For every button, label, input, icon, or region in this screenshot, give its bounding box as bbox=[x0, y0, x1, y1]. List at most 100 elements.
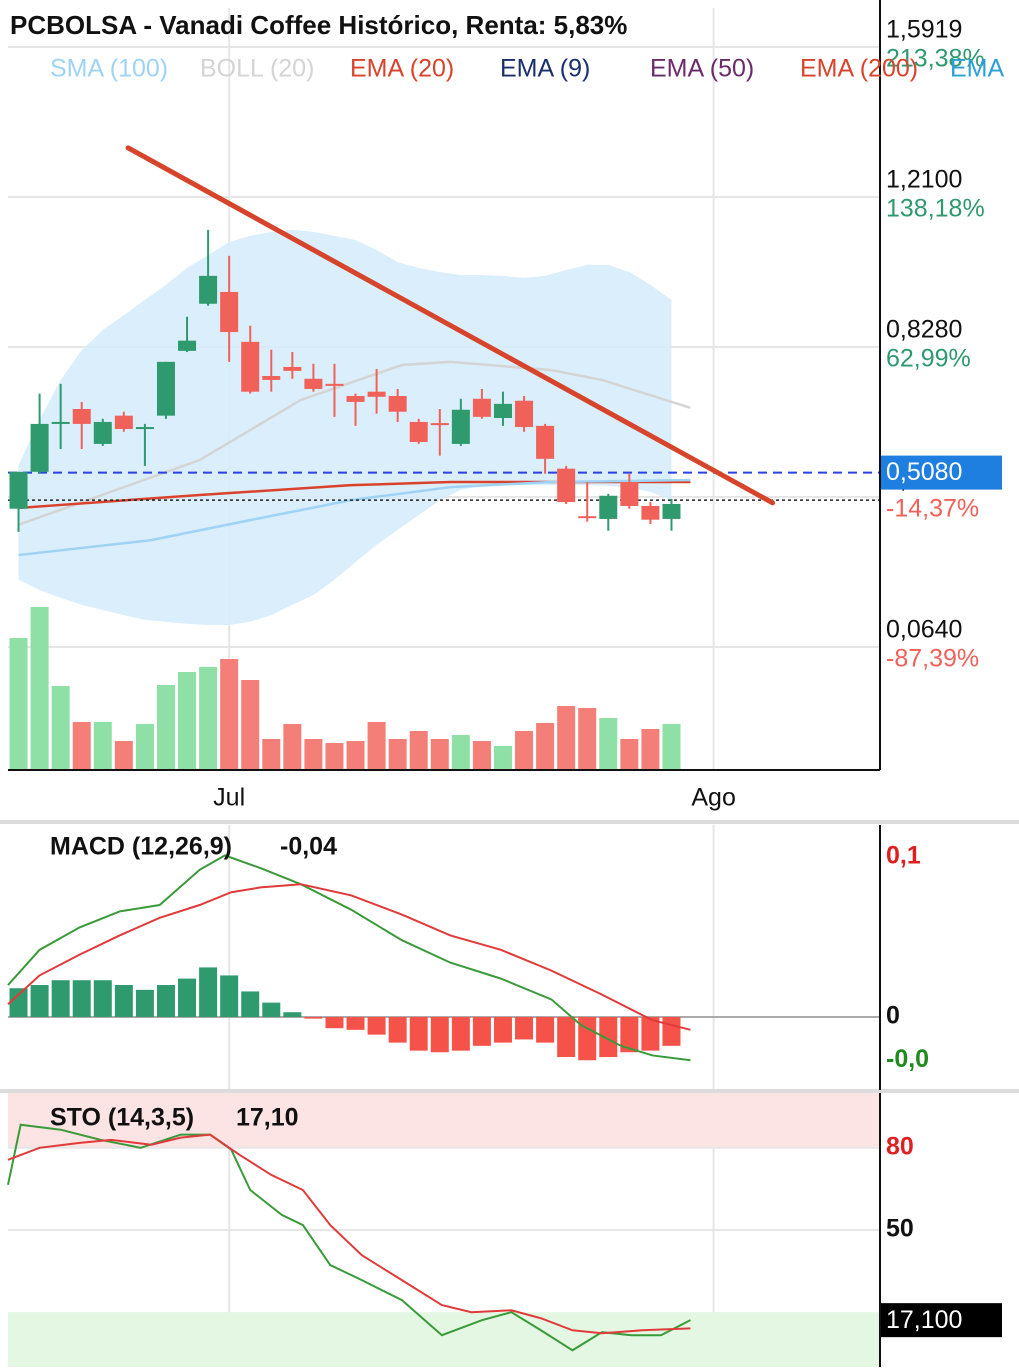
volume-bar bbox=[515, 731, 534, 770]
histogram-bar bbox=[346, 1017, 365, 1030]
histogram-bar bbox=[51, 980, 70, 1018]
volume-bar bbox=[451, 735, 470, 770]
candle-body bbox=[156, 361, 175, 416]
indicator-line bbox=[7, 1133, 691, 1335]
percent-label: -87,39% bbox=[886, 645, 979, 673]
candle-body bbox=[220, 291, 239, 333]
candle-body bbox=[620, 482, 639, 506]
y-tick-label: 1,2100 bbox=[886, 166, 962, 194]
volume-bar bbox=[262, 739, 281, 770]
candle-body bbox=[135, 427, 154, 430]
volume-bar bbox=[199, 667, 218, 770]
candle-body bbox=[430, 423, 449, 426]
current-price-box bbox=[880, 455, 1002, 490]
x-tick-label: Ago bbox=[691, 784, 735, 812]
candle-body bbox=[388, 396, 407, 412]
histogram-bar bbox=[9, 988, 28, 1018]
volume-bar bbox=[557, 706, 576, 770]
candle-body bbox=[30, 423, 49, 472]
overbought-zone bbox=[8, 1093, 880, 1148]
panel-separator bbox=[0, 790, 1019, 822]
candle-body bbox=[557, 468, 576, 503]
volume-bar bbox=[9, 638, 28, 770]
volume-bar bbox=[304, 739, 323, 770]
histogram-bar bbox=[536, 1017, 555, 1043]
volume-bar bbox=[493, 746, 512, 770]
histogram-bar bbox=[241, 991, 260, 1018]
panel-title: MACD (12,26,9) bbox=[50, 833, 232, 861]
volume-bar bbox=[93, 722, 112, 770]
volume-bar bbox=[135, 724, 154, 770]
candle-body bbox=[178, 340, 197, 351]
x-tick-label: Jul bbox=[213, 784, 245, 812]
histogram-bar bbox=[367, 1017, 386, 1035]
panel-separator bbox=[0, 1089, 1019, 1093]
histogram-bar bbox=[409, 1017, 428, 1051]
legend-entry: EMA (50) bbox=[650, 55, 754, 83]
volume-bar bbox=[472, 741, 491, 770]
candle-body bbox=[283, 366, 302, 371]
trend-line bbox=[125, 145, 776, 506]
volume-bar bbox=[325, 743, 344, 770]
histogram-bar bbox=[262, 1002, 281, 1018]
histogram-bar bbox=[662, 1017, 681, 1046]
indicator-line bbox=[7, 854, 691, 1062]
histogram-bar bbox=[304, 1017, 323, 1019]
histogram-bar bbox=[325, 1017, 344, 1029]
percent-label: 138,18% bbox=[886, 195, 985, 223]
candle-body bbox=[304, 378, 323, 389]
histogram-bar bbox=[578, 1017, 597, 1061]
candle-body bbox=[367, 391, 386, 397]
candle-body bbox=[472, 398, 491, 417]
histogram-bar bbox=[620, 1017, 639, 1053]
volume-bar bbox=[241, 680, 260, 770]
histogram-bar bbox=[283, 1012, 302, 1018]
percent-label: -14,37% bbox=[886, 495, 979, 523]
histogram-bar bbox=[451, 1017, 470, 1051]
legend-entry: EMA (9) bbox=[500, 55, 590, 83]
candle-body bbox=[114, 415, 133, 430]
candle-body bbox=[51, 421, 70, 424]
last-value-label: -0,0 bbox=[886, 1045, 929, 1073]
candle-body bbox=[451, 409, 470, 444]
volume-bar bbox=[114, 741, 133, 770]
legend-entry: EMA bbox=[950, 55, 1005, 83]
percent-label: 213,38% bbox=[886, 45, 985, 73]
volume-bar bbox=[51, 686, 70, 770]
candle-body bbox=[599, 495, 618, 519]
volume-bar bbox=[178, 672, 197, 770]
indicator-line bbox=[7, 1123, 691, 1352]
candle-body bbox=[262, 376, 281, 380]
candle-body bbox=[325, 383, 344, 386]
volume-bar bbox=[662, 724, 681, 770]
y-tick-label: 0,1 bbox=[886, 842, 921, 870]
volume-bar bbox=[641, 729, 660, 770]
bollinger-band bbox=[18, 229, 672, 625]
volume-bar bbox=[536, 723, 555, 770]
candle-body bbox=[641, 505, 660, 520]
current-value-box bbox=[880, 1303, 1002, 1338]
indicator-line bbox=[18, 360, 691, 526]
volume-bar bbox=[72, 722, 91, 770]
histogram-bar bbox=[30, 985, 49, 1018]
histogram-bar bbox=[72, 980, 91, 1018]
panel-value: 17,10 bbox=[236, 1104, 299, 1132]
histogram-bar bbox=[156, 985, 175, 1018]
y-tick-label: 50 bbox=[886, 1215, 914, 1243]
panel-title: STO (14,3,5) bbox=[50, 1104, 194, 1132]
histogram-bar bbox=[430, 1017, 449, 1053]
histogram-bar bbox=[599, 1017, 618, 1058]
volume-bar bbox=[156, 685, 175, 770]
oversold-zone bbox=[8, 1312, 880, 1367]
legend-entry: BOLL (20) bbox=[200, 55, 314, 83]
candle-body bbox=[93, 421, 112, 444]
panel-value: -0,04 bbox=[280, 833, 337, 861]
volume-bar bbox=[388, 739, 407, 770]
current-value-label: 17,100 bbox=[886, 1306, 962, 1334]
volume-bar bbox=[409, 731, 428, 770]
chart-title: PCBOLSA - Vanadi Coffee Histórico, Renta… bbox=[10, 10, 627, 40]
volume-bar bbox=[620, 739, 639, 770]
histogram-bar bbox=[220, 975, 239, 1018]
candle-body bbox=[346, 396, 365, 402]
